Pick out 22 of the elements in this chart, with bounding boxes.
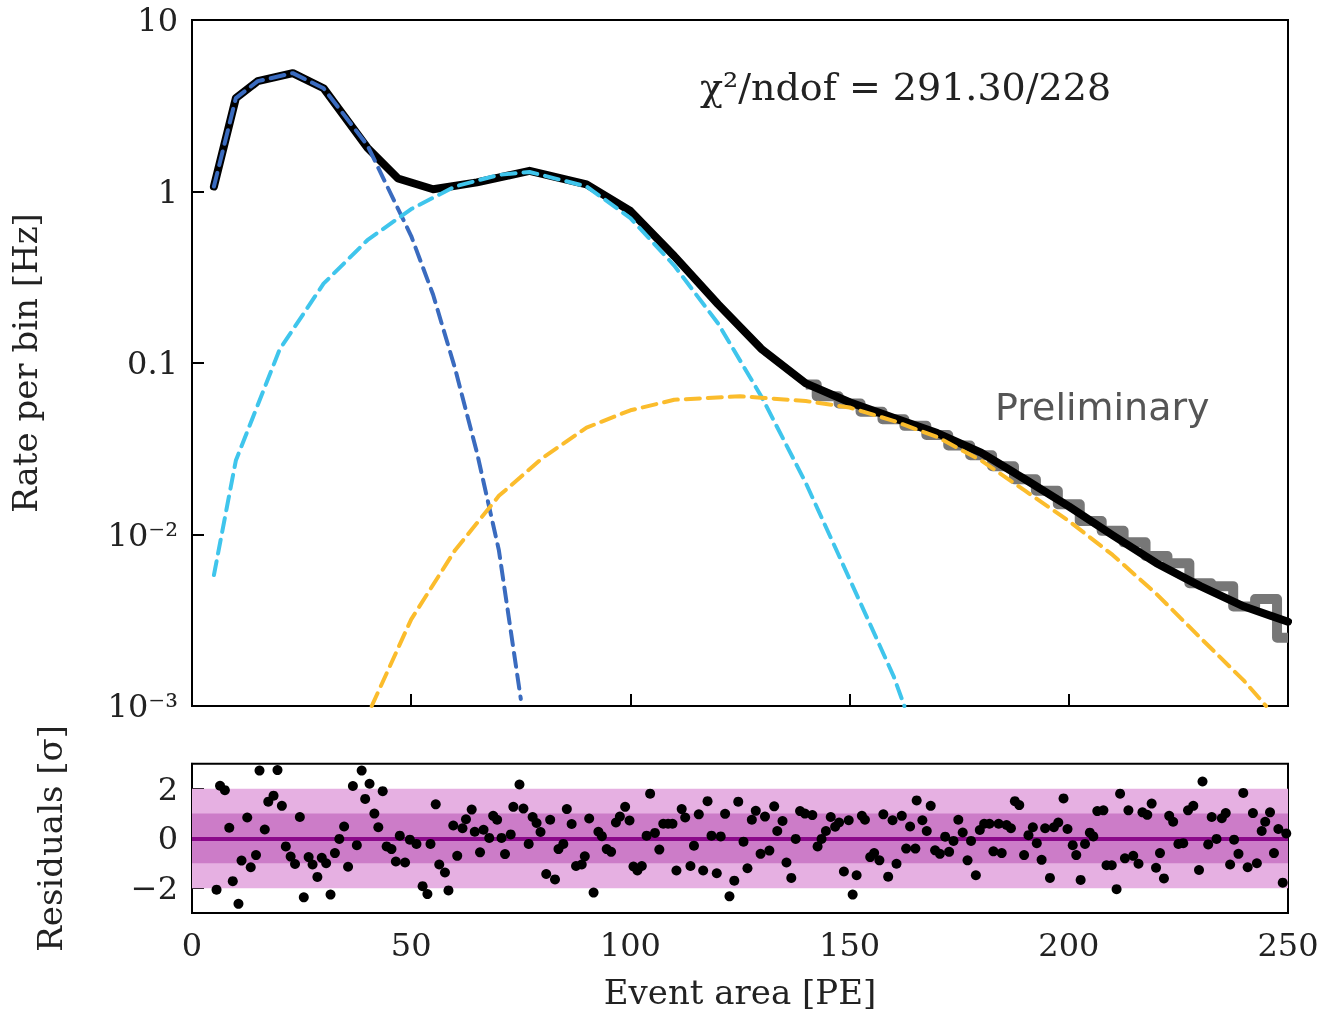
line-series <box>211 71 523 701</box>
y-tick-label: 10⁻² <box>107 515 178 554</box>
x-tick-label: 250 <box>1257 926 1319 964</box>
annotation: Preliminary <box>995 385 1210 429</box>
y-axis-title: Rate per bin [Hz] <box>5 213 45 513</box>
x-tick-label: 0 <box>181 926 203 964</box>
y-axis-title: Residuals [σ] <box>30 725 70 952</box>
y-tick-label: 2 <box>157 769 178 808</box>
x-tick-label: 150 <box>819 926 881 964</box>
y-tick-label: 0.1 <box>127 344 178 382</box>
x-axis-title: Event area [PE] <box>603 972 877 1012</box>
y-tick-label: 10 <box>137 1 178 39</box>
x-tick-label: 50 <box>390 926 432 964</box>
x-tick-label: 200 <box>1038 926 1100 964</box>
annotation: χ²/ndof = 291.30/228 <box>700 65 1112 109</box>
x-tick-label: 100 <box>599 926 661 964</box>
y-tick-label: 1 <box>157 172 178 211</box>
y-tick-label: −2 <box>130 869 178 908</box>
y-tick-label: 0 <box>157 819 178 858</box>
line-series <box>211 169 907 708</box>
line-series <box>369 394 1269 708</box>
y-tick-label: 10⁻³ <box>107 687 178 725</box>
